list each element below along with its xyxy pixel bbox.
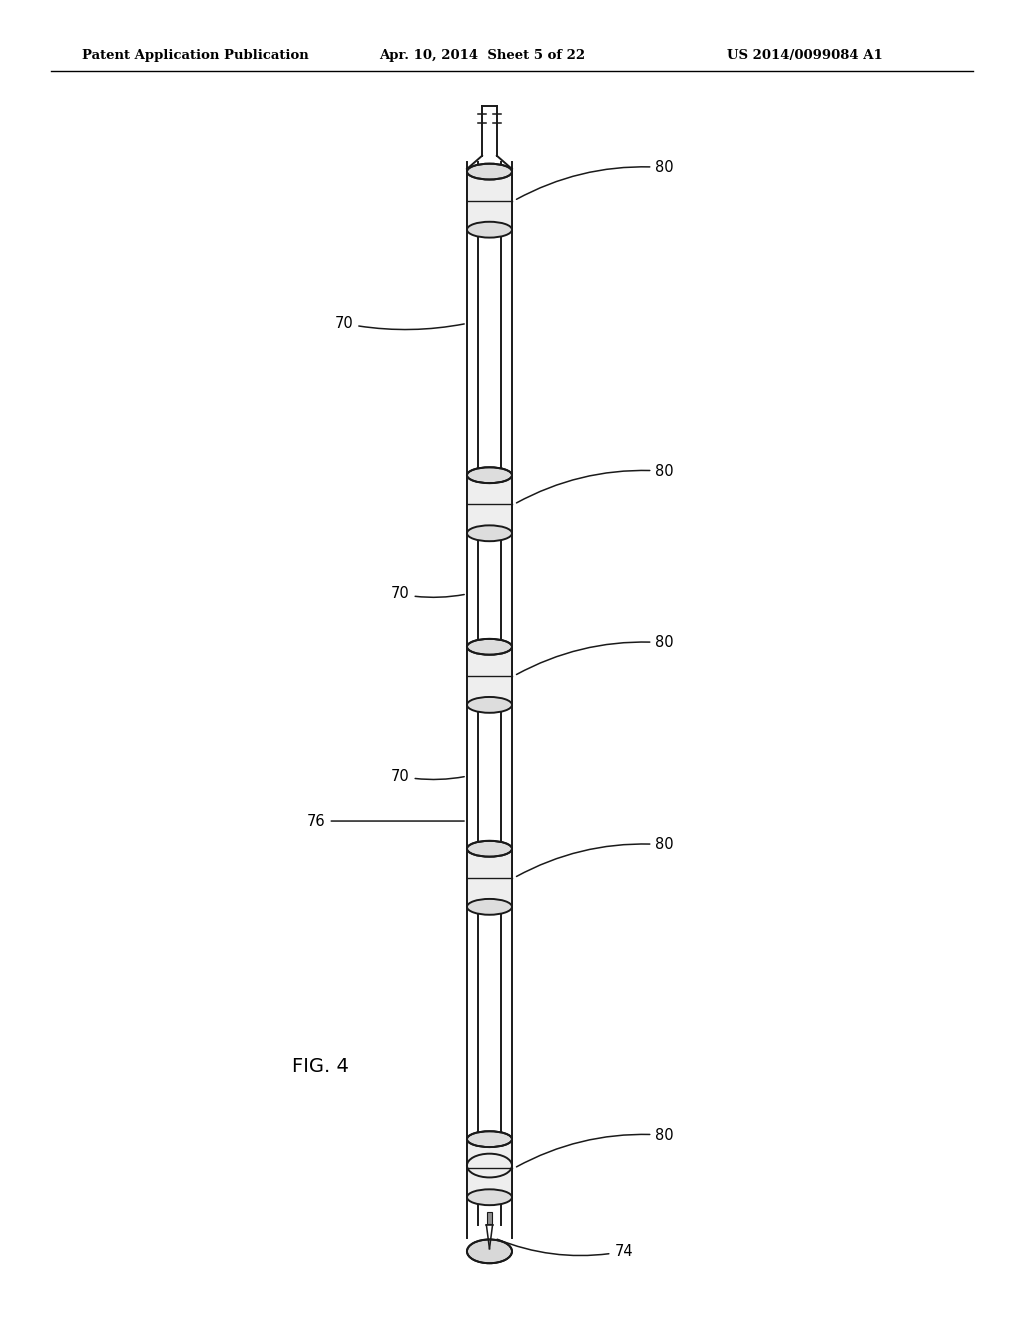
Text: 80: 80 (516, 635, 674, 675)
Ellipse shape (467, 841, 512, 857)
Text: 74: 74 (498, 1239, 633, 1259)
Text: 70: 70 (335, 315, 464, 331)
Text: 80: 80 (516, 1127, 674, 1167)
Bar (467, 849, 512, 907)
Ellipse shape (467, 697, 512, 713)
Ellipse shape (467, 1154, 512, 1177)
Bar (467, 647, 512, 705)
Ellipse shape (467, 525, 512, 541)
Ellipse shape (467, 1189, 512, 1205)
Ellipse shape (467, 1239, 512, 1263)
Ellipse shape (467, 899, 512, 915)
Text: US 2014/0099084 A1: US 2014/0099084 A1 (727, 49, 883, 62)
Text: FIG. 4: FIG. 4 (292, 1057, 349, 1076)
Ellipse shape (467, 222, 512, 238)
Ellipse shape (467, 1131, 512, 1147)
Ellipse shape (467, 639, 512, 655)
Text: Patent Application Publication: Patent Application Publication (82, 49, 308, 62)
Text: 70: 70 (391, 768, 464, 784)
Bar (487, 1212, 492, 1224)
Bar (467, 172, 512, 230)
Ellipse shape (467, 164, 512, 180)
Text: 80: 80 (516, 837, 674, 876)
Text: 70: 70 (391, 586, 464, 602)
Ellipse shape (467, 467, 512, 483)
Text: 80: 80 (516, 463, 674, 503)
Text: Apr. 10, 2014  Sheet 5 of 22: Apr. 10, 2014 Sheet 5 of 22 (379, 49, 585, 62)
Bar (467, 1139, 512, 1197)
Bar (467, 475, 512, 533)
Text: 76: 76 (307, 813, 464, 829)
Text: 80: 80 (516, 160, 674, 199)
